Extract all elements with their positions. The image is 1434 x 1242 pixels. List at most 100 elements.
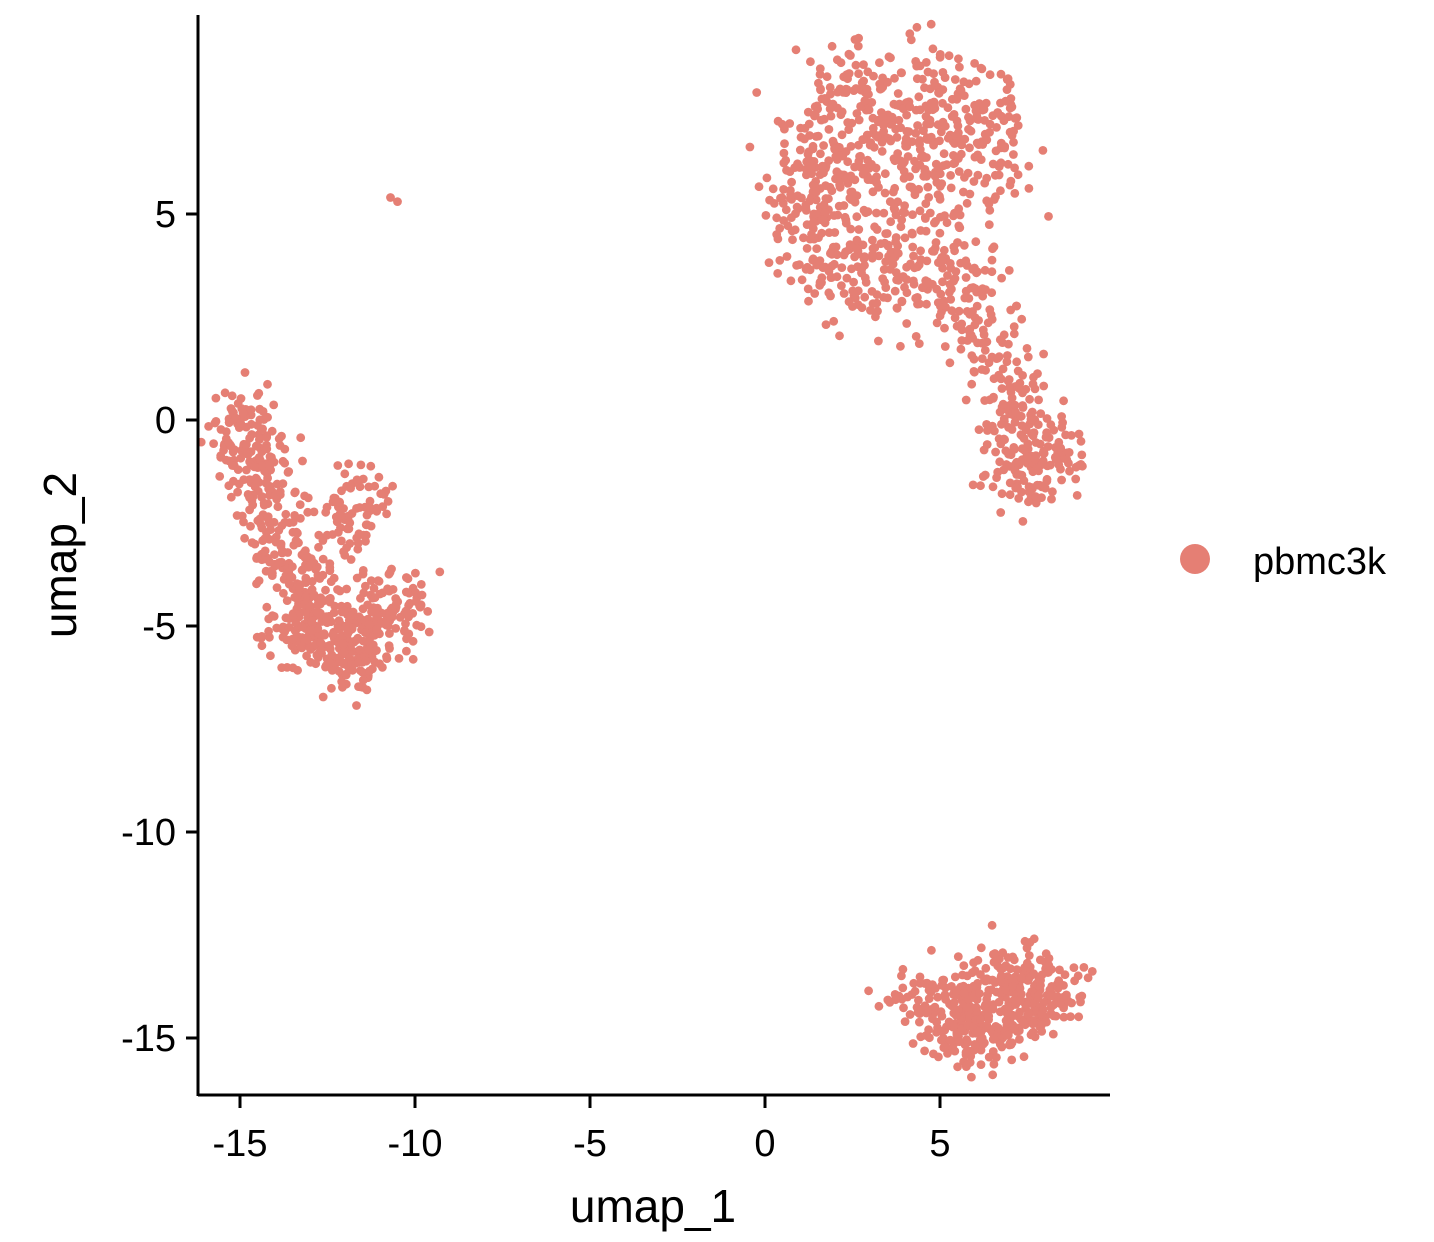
data-point [1048, 1029, 1058, 1039]
data-point [984, 199, 994, 209]
data-point [1025, 394, 1034, 404]
data-point [339, 606, 349, 616]
data-point [357, 667, 367, 677]
data-point [1048, 487, 1057, 497]
data-point [1009, 329, 1019, 339]
data-point [1029, 969, 1038, 979]
data-point [928, 44, 938, 54]
data-point [752, 88, 762, 97]
data-point [985, 70, 995, 80]
data-point [984, 220, 994, 230]
data-point [827, 186, 837, 196]
data-point [327, 666, 337, 675]
data-point [388, 585, 398, 594]
data-point [321, 585, 330, 595]
data-point [1007, 102, 1017, 112]
data-point [947, 306, 957, 315]
data-point [808, 254, 818, 264]
data-point [987, 920, 997, 930]
data-point [938, 256, 947, 266]
data-point [982, 420, 991, 429]
data-point [893, 248, 902, 258]
data-point [890, 156, 900, 166]
data-point [281, 509, 291, 519]
data-point [998, 399, 1008, 409]
data-point [408, 654, 418, 664]
data-point [274, 434, 284, 444]
data-point [911, 293, 921, 303]
data-point [802, 262, 812, 272]
data-point [797, 275, 807, 285]
data-point [943, 271, 952, 280]
data-point [997, 419, 1006, 429]
data-point [938, 68, 948, 77]
data-point [809, 217, 818, 227]
data-point [899, 167, 909, 176]
data-point [307, 616, 317, 626]
data-point [950, 1046, 960, 1056]
data-point [831, 152, 841, 161]
data-point [761, 211, 771, 220]
data-point [852, 235, 862, 245]
data-point [1008, 982, 1017, 992]
data-point [795, 145, 805, 155]
data-point [271, 537, 281, 547]
data-point [304, 562, 313, 572]
data-point [961, 104, 971, 114]
data-point [858, 240, 868, 250]
data-point [417, 590, 427, 600]
data-point [814, 78, 823, 88]
data-point [984, 1011, 994, 1021]
data-point [973, 978, 982, 988]
data-point [358, 675, 368, 685]
data-point [307, 626, 317, 635]
data-point [832, 250, 842, 260]
data-point [382, 509, 391, 519]
data-point [782, 252, 792, 261]
data-point [1024, 951, 1034, 960]
data-point [1052, 454, 1061, 464]
data-point [1018, 388, 1027, 398]
data-point [902, 275, 912, 284]
data-point [1024, 1008, 1034, 1018]
data-point [909, 276, 918, 286]
data-point [416, 622, 426, 632]
data-point [872, 290, 882, 299]
data-point [795, 260, 804, 269]
data-point [849, 277, 858, 287]
data-point [373, 576, 383, 586]
data-point [897, 215, 907, 225]
data-point [981, 285, 990, 295]
data-point [820, 94, 830, 103]
data-point [994, 997, 1004, 1007]
data-point [245, 493, 254, 502]
data-point [1008, 952, 1018, 962]
data-point [962, 1002, 971, 1012]
data-point [1010, 114, 1020, 123]
data-point [372, 624, 382, 634]
data-point [1011, 483, 1021, 493]
data-point [843, 118, 853, 127]
data-point [294, 538, 303, 548]
data-point [990, 426, 999, 436]
data-point [899, 158, 908, 168]
data-point [826, 111, 836, 121]
data-point [967, 351, 977, 361]
data-point [270, 550, 279, 559]
data-point [846, 142, 856, 151]
data-point [921, 58, 931, 67]
data-point [932, 318, 942, 328]
data-point [965, 143, 974, 153]
data-point [874, 1001, 884, 1011]
data-point [843, 74, 852, 84]
data-point [316, 645, 326, 655]
data-point [937, 1011, 947, 1021]
data-point [924, 994, 934, 1003]
data-point [943, 133, 953, 143]
data-point [1018, 371, 1027, 380]
data-point [346, 611, 356, 620]
data-point [830, 228, 840, 237]
data-point [1032, 480, 1042, 490]
data-point [360, 628, 370, 638]
data-point [988, 159, 998, 169]
